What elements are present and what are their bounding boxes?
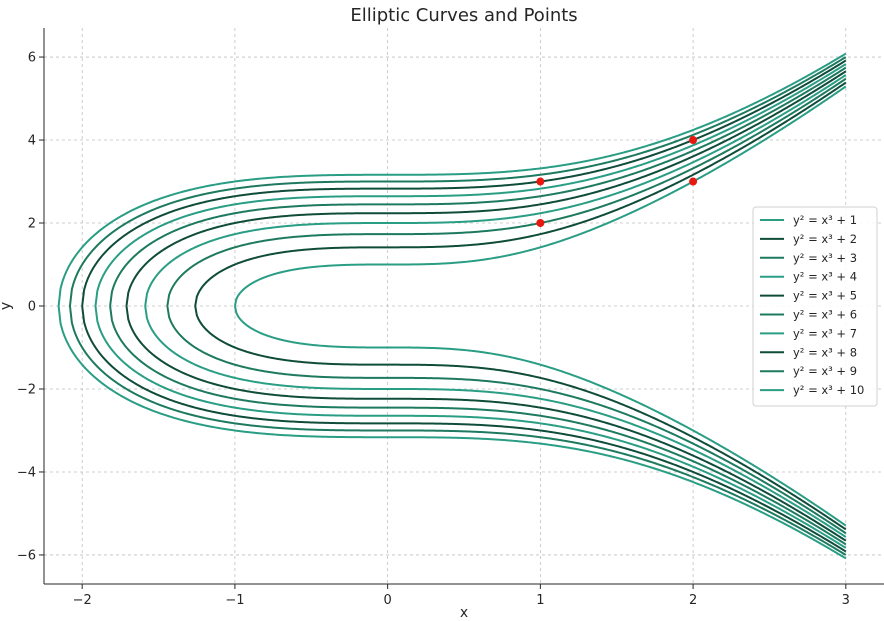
legend-label: y² = x³ + 5	[793, 289, 857, 303]
legend-label: y² = x³ + 6	[793, 308, 857, 322]
x-ticks: −2 −1 0 1 2 3	[73, 584, 850, 608]
point-marker	[689, 136, 698, 145]
curve-upper-b2	[194, 81, 847, 307]
x-tick-label: −2	[73, 593, 92, 608]
x-tick-label: 3	[842, 593, 850, 608]
curve-lower-b7	[94, 305, 847, 549]
point-marker	[536, 177, 545, 186]
points	[536, 136, 698, 228]
y-tick-label: 4	[28, 134, 36, 149]
curve-upper-b9	[68, 56, 847, 307]
curve-lower-b5	[125, 305, 847, 542]
curve-lower-b2	[194, 305, 847, 531]
legend-label: y² = x³ + 9	[793, 364, 857, 378]
curve-upper-b7	[94, 63, 847, 307]
point-marker	[689, 177, 698, 186]
y-tick-label: 2	[28, 217, 36, 232]
x-axis-label: x	[460, 605, 468, 621]
curve-upper-b3	[166, 77, 847, 307]
y-tick-label: −2	[17, 382, 36, 397]
legend-label: y² = x³ + 3	[793, 251, 857, 265]
legend-label: y² = x³ + 4	[793, 270, 857, 284]
x-tick-label: 1	[536, 593, 544, 608]
legend-label: y² = x³ + 7	[793, 326, 857, 340]
legend-label: y² = x³ + 1	[793, 213, 857, 227]
y-tick-label: −4	[17, 465, 36, 480]
x-tick-label: 0	[383, 593, 391, 608]
curve-upper-b10	[57, 52, 847, 307]
curve-lower-b4	[144, 305, 847, 538]
curve-lower-b8	[81, 305, 847, 553]
curve-upper-b6	[109, 66, 847, 307]
y-ticks: −6 −4 −2 0 2 4 6	[17, 51, 44, 563]
curve-lower-b1	[233, 305, 847, 527]
curve-upper-b5	[125, 70, 847, 307]
legend-label: y² = x³ + 10	[793, 383, 864, 397]
y-tick-label: 0	[28, 300, 36, 315]
legend-label: y² = x³ + 8	[793, 345, 857, 359]
curve-upper-b4	[144, 74, 847, 307]
curve-lower-b6	[109, 305, 847, 546]
y-tick-label: −6	[17, 548, 36, 563]
x-tick-label: 2	[689, 593, 697, 608]
legend-box	[752, 206, 878, 407]
point-marker	[536, 219, 545, 228]
x-tick-label: −1	[225, 593, 244, 608]
curve-lower-b3	[166, 305, 847, 535]
legend-label: y² = x³ + 2	[793, 232, 857, 246]
y-axis-label: y	[0, 302, 14, 310]
curve-lower-b10	[57, 305, 847, 560]
y-tick-label: 6	[28, 51, 36, 66]
chart-title: Elliptic Curves and Points	[350, 5, 577, 26]
curve-lower-b9	[68, 305, 847, 556]
legend: y² = x³ + 1 y² = x³ + 2 y² = x³ + 3 y² = x³…	[752, 206, 878, 407]
curve-upper-b1	[233, 85, 847, 307]
curves	[57, 52, 847, 560]
curve-upper-b8	[81, 59, 847, 307]
